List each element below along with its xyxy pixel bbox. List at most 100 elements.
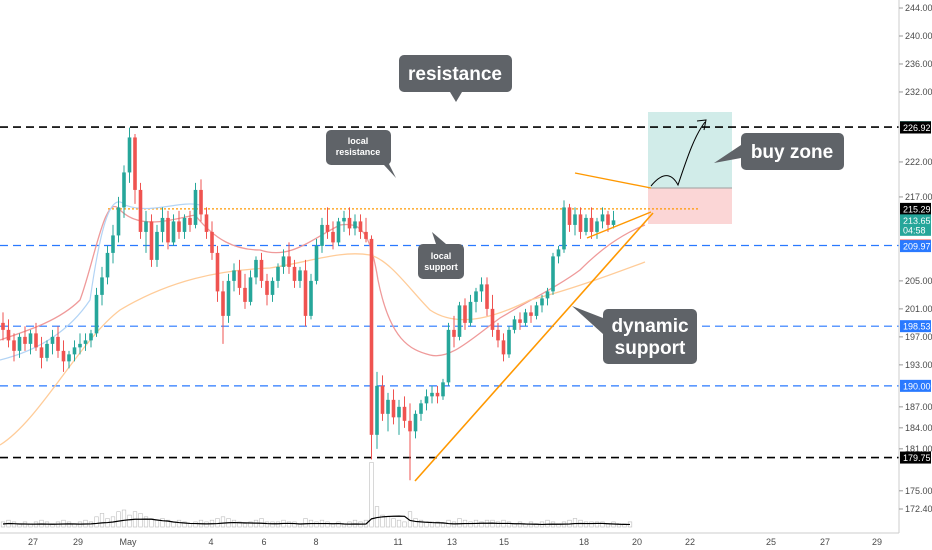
svg-text:213.65: 213.65 <box>903 216 931 226</box>
candle-body <box>254 259 258 278</box>
candle-body <box>237 270 242 288</box>
candle-body <box>204 214 209 232</box>
price-badge: 226.92 <box>900 121 931 134</box>
candle-body <box>320 224 324 246</box>
volume-bar <box>0 521 6 528</box>
candle-body <box>518 319 522 323</box>
y-tick-label: 222.00 <box>905 157 932 167</box>
candle-body <box>347 217 352 229</box>
y-tick-label: 172.40 <box>905 504 932 514</box>
candle-body <box>34 333 38 348</box>
y-tick-label: 197.00 <box>905 332 932 342</box>
time-axis[interactable]: 27 29 May 4 6 8 11 13 15 18 20 22 25 27 29 <box>0 532 899 547</box>
y-tick-label: 181.00 <box>905 444 932 454</box>
x-tick-label: 22 <box>685 537 695 547</box>
candle-body <box>507 329 511 355</box>
candle-body <box>435 392 440 397</box>
candle-body <box>364 231 368 239</box>
candle-body <box>567 207 572 225</box>
volume-bar <box>220 516 226 528</box>
volume-bar <box>11 521 17 528</box>
y-tick-label: 201.00 <box>905 304 932 314</box>
candle-body <box>540 298 544 306</box>
candle-body <box>89 333 93 341</box>
volume-bar <box>534 523 539 528</box>
candle-body <box>17 336 22 351</box>
volume-bar <box>616 523 622 528</box>
y-tick-label: 240.00 <box>905 31 932 41</box>
candle-body <box>485 284 489 309</box>
candle-body <box>369 238 374 435</box>
volume-bar <box>380 514 385 528</box>
candles <box>1 127 616 481</box>
candle-body <box>325 224 330 232</box>
volume-bar <box>127 514 132 528</box>
price-badge: 179.75 <box>900 451 931 464</box>
volume-bar <box>600 521 605 528</box>
x-tick-label: 15 <box>499 537 509 547</box>
volume-bar <box>237 521 242 528</box>
y-tick-label: 236.00 <box>905 59 932 69</box>
candle-body <box>314 245 319 281</box>
volume-bar <box>176 519 182 528</box>
candle-body <box>501 340 506 355</box>
volume-bar <box>50 523 55 528</box>
candle-body <box>171 221 176 243</box>
price-axis[interactable]: 244.00 240.00 236.00 232.00 222.00 217.00 205.… <box>898 0 932 533</box>
candle-body <box>512 319 517 330</box>
candle-body <box>331 231 335 243</box>
candle-body <box>595 221 599 232</box>
candle-body <box>408 420 412 432</box>
volume-ma-line <box>2 515 630 526</box>
volume-bar <box>248 521 253 528</box>
arrow-head-icon <box>696 119 707 131</box>
dynamic-support-label: dynamic support <box>611 316 689 359</box>
candle-body <box>182 217 187 232</box>
volume-bar <box>231 519 237 528</box>
candle-body <box>248 277 253 302</box>
volume-bar <box>325 521 330 528</box>
candle-body <box>490 308 495 330</box>
candle-body <box>166 217 170 243</box>
candle-body <box>160 217 165 232</box>
candle-body <box>303 270 308 316</box>
projection-arrow <box>650 121 706 187</box>
candle-body <box>452 329 456 337</box>
candle-body <box>578 214 583 232</box>
x-tick-label: 27 <box>28 537 38 547</box>
candle-body <box>100 277 104 295</box>
volume-bar <box>187 523 193 528</box>
volume-bar <box>165 519 171 528</box>
volume-bar <box>572 518 578 528</box>
y-tick-label: 184.00 <box>905 423 932 433</box>
dynamic-support-trendline <box>414 212 654 482</box>
x-tick-label: 27 <box>820 537 830 547</box>
volume-bar <box>286 521 292 528</box>
candle-body <box>116 207 121 236</box>
candle-body <box>287 256 291 267</box>
candle-body <box>468 301 473 323</box>
candle-body <box>386 399 390 414</box>
candle-body <box>430 392 434 397</box>
volume-bars <box>0 462 633 528</box>
volume-bar <box>413 518 418 528</box>
candle-body <box>606 214 610 225</box>
y-tick-label: 217.00 <box>905 192 932 202</box>
candle-body <box>265 280 269 295</box>
x-tick-label: 8 <box>313 537 318 547</box>
volume-bar <box>594 521 600 528</box>
candle-body <box>94 294 99 334</box>
callouts: resistance local resistance local support … <box>326 55 844 364</box>
svg-text:04:58: 04:58 <box>903 225 926 235</box>
x-tick-label: 6 <box>261 537 266 547</box>
buy-zone-callout: buy zone <box>714 133 844 170</box>
candle-body <box>276 266 280 281</box>
volume-bar <box>495 521 501 528</box>
candle-body <box>111 235 115 253</box>
candle-body <box>56 336 60 351</box>
candle-body <box>397 406 401 418</box>
candle-body <box>122 172 126 208</box>
volume-bar <box>583 521 589 528</box>
candle-body <box>534 305 539 316</box>
